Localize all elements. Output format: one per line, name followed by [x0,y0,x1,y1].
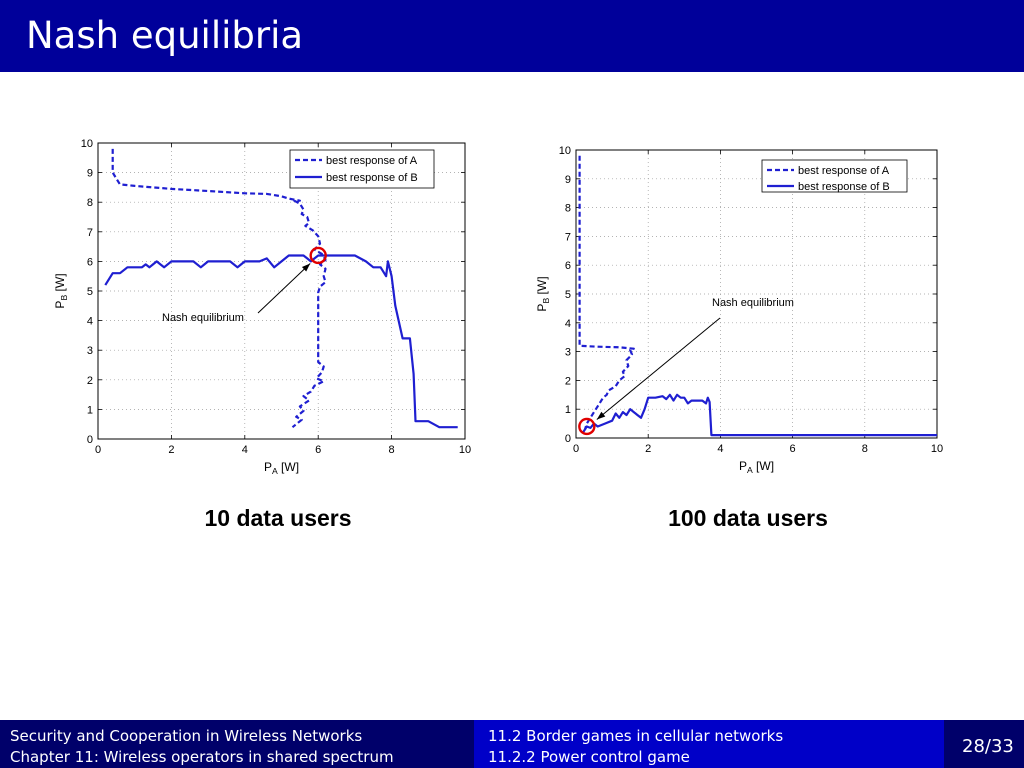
x-axis-label-text: PA [W] [739,459,774,475]
y-axis-label-text: PB [W] [535,276,551,311]
x-tick-label: 0 [573,443,579,455]
y-tick-label: 10 [81,138,93,150]
annotation-label: Nash equilibrium [162,312,244,324]
footer: Security and Cooperation in Wireless Net… [0,720,1024,768]
y-tick-label: 2 [87,375,93,387]
slide-title: Nash equilibria [26,14,304,57]
x-axis-label: PA [W] [264,460,299,475]
legend-label: best response of A [326,155,418,167]
x-tick-label: 4 [242,444,248,456]
legend-label: best response of A [798,165,890,177]
y-tick-label: 8 [87,197,93,209]
annotation-arrowhead [596,411,606,420]
y-tick-label: 8 [565,203,571,215]
y-tick-label: 1 [87,404,93,416]
footer-chapter-title: Chapter 11: Wireless operators in shared… [10,748,394,766]
y-tick-label: 2 [565,375,571,387]
x-tick-label: 6 [315,444,321,456]
footer-middle: 11.2 Border games in cellular networks 1… [474,720,944,768]
x-tick-label: 8 [389,444,395,456]
y-tick-label: 10 [559,145,571,157]
footer-subsection-title: 11.2.2 Power control game [488,748,690,766]
legend-label: best response of B [326,172,418,184]
y-tick-label: 9 [565,174,571,186]
page-number: 28/33 [962,736,1014,757]
x-axis-label-text: PA [W] [264,460,299,475]
x-tick-label: 2 [645,443,651,455]
caption-10-users: 10 data users [204,505,352,531]
x-tick-label: 8 [862,443,868,455]
equilibrium-marker [309,246,327,265]
header-bar: Nash equilibria [0,0,1024,72]
y-tick-label: 7 [87,227,93,239]
series-line-a [578,155,635,430]
legend-box [289,149,435,189]
footer-section-title: 11.2 Border games in cellular networks [488,727,784,745]
footer-right: 28/33 [944,720,1024,768]
footer-course-title: Security and Cooperation in Wireless Net… [10,727,363,745]
y-tick-label: 5 [87,286,93,298]
x-tick-label: 10 [931,443,943,455]
x-tick-label: 2 [168,444,174,456]
x-tick-label: 4 [717,443,723,455]
y-tick-label: 9 [87,168,93,180]
y-tick-label: 4 [565,318,571,330]
y-axis-label: PB [W] [53,273,69,308]
equilibrium-marker [578,417,596,436]
footer-left: Security and Cooperation in Wireless Net… [0,720,474,768]
y-tick-label: 0 [565,433,571,445]
x-axis-label: PA [W] [739,459,774,475]
annotation-arrow [257,263,311,314]
y-tick-label: 5 [565,289,571,301]
y-axis-label: PB [W] [535,276,551,311]
y-tick-label: 3 [87,345,93,357]
chart-10-users: 0 2 4 6 8 10 0 1 2 3 4 5 6 7 8 9 10 PA [W] PB [W] Nash equi… [53,138,471,475]
caption-100-users: 100 data users [668,505,828,531]
x-tick-label: 6 [790,443,796,455]
y-tick-label: 1 [565,404,571,416]
series-line-b [582,393,937,437]
y-tick-label: 7 [565,231,571,243]
y-tick-label: 6 [565,260,571,272]
y-axis-label-text: PB [W] [53,273,69,308]
y-tick-label: 4 [87,316,93,328]
x-tick-label: 0 [95,444,101,456]
series-line-b [104,254,458,429]
y-tick-label: 0 [87,434,93,446]
x-tick-label: 10 [459,444,471,456]
annotation-label: Nash equilibrium [712,297,794,309]
annotation-arrow [596,317,721,420]
annotation-arrowhead [301,263,311,272]
y-tick-label: 3 [565,347,571,359]
y-tick-label: 6 [87,256,93,268]
chart-100-users: 0 2 4 6 8 10 0 1 2 3 4 5 6 7 8 9 10 PA [W] PB [W] Nash equi… [535,145,943,475]
legend-label: best response of B [798,181,890,193]
